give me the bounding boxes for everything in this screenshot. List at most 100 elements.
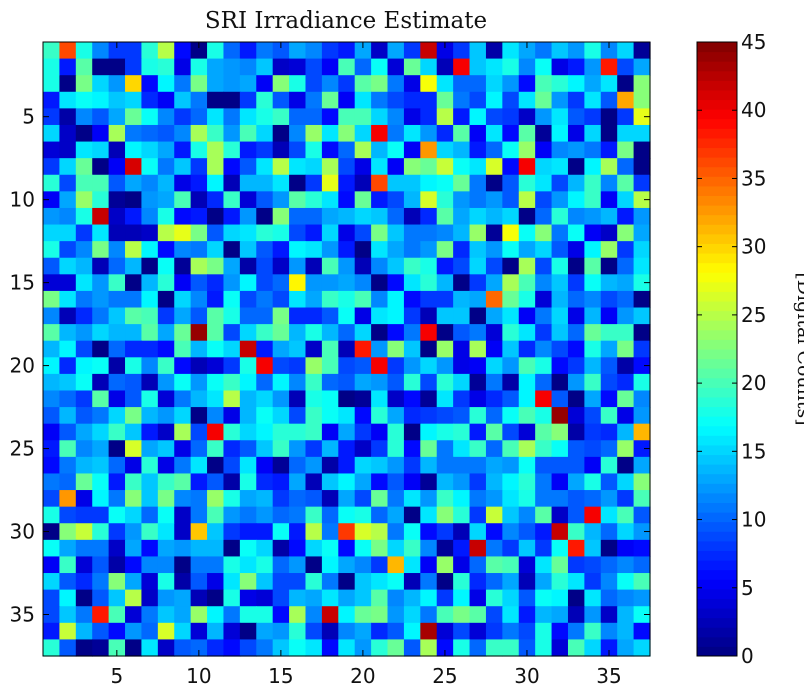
heatmap-cell <box>338 523 356 541</box>
heatmap-cell <box>272 340 290 358</box>
heatmap-cell <box>420 207 438 226</box>
heatmap-cell <box>584 573 602 591</box>
heatmap-cell <box>567 324 585 342</box>
heatmap-cell <box>354 174 372 192</box>
colorbar-band <box>697 147 737 158</box>
heatmap-cell <box>518 589 536 607</box>
heatmap-cell <box>617 407 635 425</box>
heatmap-cell <box>223 58 241 76</box>
heatmap-cell <box>633 324 651 342</box>
heatmap-cell <box>108 589 126 607</box>
heatmap-cell <box>108 207 126 226</box>
heatmap-cell <box>535 207 553 226</box>
heatmap-cell <box>420 639 438 657</box>
heatmap-cell <box>272 58 290 76</box>
heatmap-cell <box>305 390 323 408</box>
heatmap-cell <box>223 75 241 93</box>
heatmap-cell <box>485 75 503 93</box>
heatmap-cell <box>190 307 208 325</box>
heatmap-cell <box>469 589 487 607</box>
heatmap-cell <box>617 357 635 375</box>
heatmap-cell <box>600 573 618 591</box>
heatmap-cell <box>584 373 602 392</box>
heatmap-cell <box>485 390 503 408</box>
heatmap-cell <box>174 606 192 624</box>
heatmap-cell <box>485 490 503 508</box>
heatmap-cell <box>92 606 110 624</box>
heatmap-cell <box>108 440 126 458</box>
heatmap-cell <box>584 274 602 292</box>
heatmap-cell <box>371 639 389 657</box>
heatmap-cell <box>305 290 323 309</box>
heatmap-cell <box>469 390 487 408</box>
colorbar-axis: 0 5 10 15 20 25 30 35 40 45 <box>697 30 766 668</box>
heatmap-cell <box>108 124 126 143</box>
heatmap-cell <box>633 108 651 126</box>
heatmap-cell <box>239 573 257 591</box>
heatmap-cell <box>600 207 618 226</box>
heatmap-cell <box>535 141 553 159</box>
heatmap-cell <box>92 207 110 226</box>
colorbar-tick-label: 35 <box>741 166 766 190</box>
heatmap-cell <box>321 324 339 342</box>
heatmap-cell <box>453 224 471 242</box>
heatmap-cell <box>469 158 487 176</box>
heatmap-cell <box>584 539 602 558</box>
heatmap-cell <box>420 224 438 242</box>
heatmap-cell <box>92 191 110 209</box>
heatmap-cell <box>43 290 61 309</box>
heatmap-cell <box>338 573 356 591</box>
heatmap-cell <box>108 257 126 275</box>
heatmap-cell <box>403 407 421 425</box>
heatmap-cell <box>469 456 487 475</box>
heatmap-cell <box>207 290 225 309</box>
heatmap-cell <box>141 390 159 408</box>
heatmap-cell <box>305 241 323 259</box>
heatmap-cell <box>633 174 651 192</box>
heatmap-cell <box>633 207 651 226</box>
heatmap-cell <box>518 639 536 657</box>
heatmap-cell <box>256 207 274 226</box>
heatmap-cell <box>502 141 520 159</box>
heatmap-cell <box>371 606 389 624</box>
heatmap-cell <box>338 42 356 60</box>
colorbar-tick-label: 40 <box>741 98 766 122</box>
heatmap-cell <box>387 42 405 60</box>
heatmap-cell <box>272 506 290 524</box>
heatmap-cell <box>551 290 569 309</box>
heatmap-cell <box>354 124 372 143</box>
heatmap-cell <box>567 124 585 143</box>
heatmap-cell <box>59 407 77 425</box>
heatmap-cell <box>125 407 143 425</box>
heatmap-cell <box>518 622 536 640</box>
heatmap-cell <box>469 58 487 76</box>
colorbar-band <box>697 492 737 503</box>
heatmap-cell <box>567 241 585 259</box>
heatmap-cell <box>43 108 61 126</box>
heatmap-cell <box>239 622 257 640</box>
heatmap-cell <box>633 622 651 640</box>
heatmap-cell <box>125 506 143 524</box>
heatmap-cell <box>207 241 225 259</box>
heatmap-cell <box>502 274 520 292</box>
heatmap-cell <box>420 556 438 574</box>
heatmap-cell <box>125 440 143 458</box>
heatmap-cell <box>387 556 405 574</box>
heatmap-cell <box>371 75 389 93</box>
heatmap-cell <box>256 407 274 425</box>
heatmap-cell <box>338 506 356 524</box>
heatmap-cell <box>223 207 241 226</box>
heatmap-cell <box>567 573 585 591</box>
heatmap-cell <box>125 556 143 574</box>
heatmap-cell <box>633 556 651 574</box>
heatmap-cell <box>59 42 77 60</box>
heatmap-cell <box>436 490 454 508</box>
heatmap-cell <box>633 407 651 425</box>
heatmap-cell <box>436 622 454 640</box>
heatmap-cell <box>141 324 159 342</box>
heatmap-cell <box>617 490 635 508</box>
heatmap-cell <box>387 124 405 143</box>
heatmap-cell <box>600 357 618 375</box>
colorbar-band <box>697 253 737 264</box>
heatmap-cell <box>420 407 438 425</box>
